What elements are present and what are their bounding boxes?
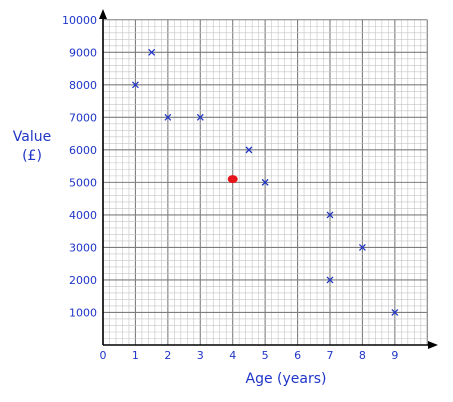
data-point-cross bbox=[164, 113, 172, 121]
y-axis-arrow bbox=[99, 9, 107, 19]
y-tick-label: 4000 bbox=[69, 209, 97, 222]
x-tick-label: 9 bbox=[391, 349, 398, 362]
x-axis-arrow bbox=[428, 341, 438, 349]
y-tick-label: 6000 bbox=[69, 144, 97, 157]
y-tick-label: 10000 bbox=[62, 14, 97, 27]
y-tick-label: 3000 bbox=[69, 241, 97, 254]
tick-labels: 0 1 2 3 4 5 6 7 8 9 1000 2000 3000 4000 5000 6000 7000 80… bbox=[62, 14, 398, 362]
y-tick-label: 1000 bbox=[69, 306, 97, 319]
x-tick-label: 4 bbox=[229, 349, 236, 362]
y-axis-label-line-1: Value bbox=[12, 129, 52, 145]
x-tick-label: 7 bbox=[326, 349, 333, 362]
chart-axes bbox=[99, 9, 438, 349]
cross-stroke bbox=[131, 81, 139, 89]
y-axis-label: Value (£) bbox=[10, 128, 54, 166]
x-tick-label: 3 bbox=[197, 349, 204, 362]
x-tick-label: 2 bbox=[164, 349, 171, 362]
data-point-cross bbox=[148, 48, 156, 56]
cross-stroke bbox=[326, 276, 334, 284]
data-point-cross bbox=[196, 113, 204, 121]
x-axis-label: Age (years) bbox=[245, 371, 327, 387]
y-tick-label: 9000 bbox=[69, 46, 97, 59]
y-tick-label: 7000 bbox=[69, 111, 97, 124]
cross-stroke bbox=[164, 113, 172, 121]
x-tick-label: 0 bbox=[100, 349, 107, 362]
cross-stroke bbox=[245, 146, 253, 154]
chart-grid bbox=[102, 19, 428, 346]
y-axis-label-line-2: (£) bbox=[22, 148, 42, 164]
data-point-cross bbox=[326, 211, 334, 219]
data-point-cross bbox=[245, 146, 253, 154]
data-point-cross bbox=[131, 81, 139, 89]
data-point-cross bbox=[391, 309, 399, 316]
cross-stroke bbox=[326, 211, 334, 219]
cross-stroke bbox=[358, 243, 366, 251]
data-point-cross bbox=[261, 178, 269, 186]
cross-stroke bbox=[148, 48, 156, 56]
x-tick-label: 8 bbox=[359, 349, 366, 362]
data-points bbox=[131, 48, 399, 316]
x-tick-label: 5 bbox=[262, 349, 269, 362]
data-point-cross bbox=[358, 243, 366, 251]
y-tick-label: 5000 bbox=[69, 176, 97, 189]
cross-stroke bbox=[391, 309, 399, 316]
cross-stroke bbox=[261, 178, 269, 186]
y-tick-label: 8000 bbox=[69, 79, 97, 92]
x-tick-label: 6 bbox=[294, 349, 301, 362]
highlighted-point bbox=[227, 175, 238, 184]
cross-stroke bbox=[196, 113, 204, 121]
data-point-cross bbox=[326, 276, 334, 284]
y-tick-label: 2000 bbox=[69, 274, 97, 287]
x-tick-label: 1 bbox=[132, 349, 139, 362]
